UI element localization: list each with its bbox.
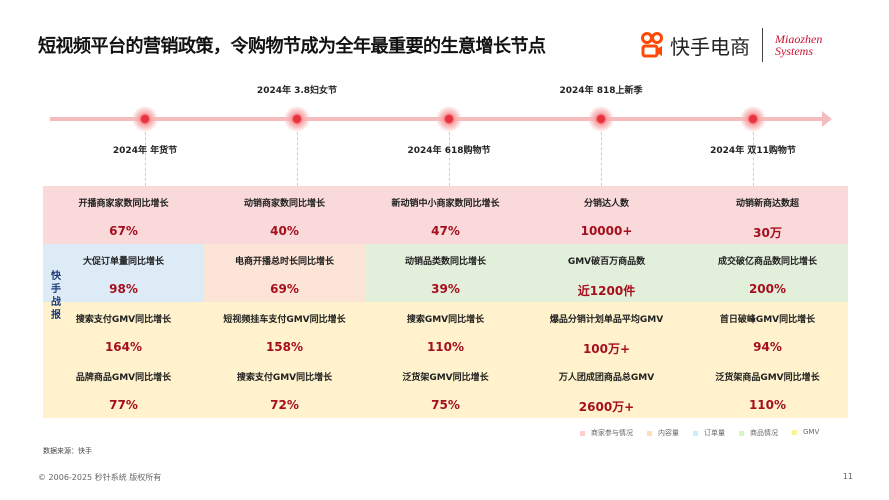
legend-swatch — [792, 429, 797, 435]
stat-cell: 万人团成团商品总GMV 2600万+ — [526, 360, 687, 418]
legend-swatch — [693, 430, 698, 436]
legend-item: 订单量 — [693, 428, 725, 438]
kuaishou-logo-icon — [641, 32, 663, 58]
stat-value: 94% — [753, 340, 782, 354]
stat-cell: 新动销中小商家数同比增长 47% — [365, 186, 526, 244]
stat-value: 158% — [265, 340, 304, 354]
stat-value: 200% — [748, 282, 787, 296]
stat-value: 69% — [270, 282, 299, 296]
timeline-connector — [753, 132, 754, 186]
stat-cell: 爆品分销计划单品平均GMV 100万+ — [526, 302, 687, 360]
stat-label: 爆品分销计划单品平均GMV — [549, 315, 664, 325]
timeline-dot — [284, 106, 310, 132]
timeline-dot — [132, 106, 158, 132]
timeline-connector — [145, 132, 146, 186]
stat-cell: 电商开播总时长同比增长 69% — [204, 244, 365, 302]
stat-label: 大促订单量同比增长 — [82, 257, 164, 267]
legend-item: 商家参与情况 — [580, 428, 633, 438]
stat-value: 110% — [748, 398, 787, 412]
stat-value: 39% — [431, 282, 460, 296]
legend-item: 商品情况 — [739, 428, 778, 438]
stat-label: 泛货架GMV同比增长 — [402, 373, 489, 383]
timeline-label: 2024年 818上新季 — [559, 86, 643, 96]
stat-label: 万人团成团商品总GMV — [558, 373, 655, 383]
stat-value: 40% — [270, 224, 299, 238]
stat-value: 110% — [426, 340, 465, 354]
stat-value: 72% — [270, 398, 299, 412]
stat-value: 75% — [431, 398, 460, 412]
stat-label: 短视频挂车支付GMV同比增长 — [223, 315, 346, 325]
stat-value: 10000+ — [580, 224, 633, 238]
stat-value: 77% — [109, 398, 138, 412]
legend-swatch — [647, 430, 652, 436]
stat-cell: 搜索支付GMV同比增长 164% — [43, 302, 204, 360]
stat-cell: 动销品类数同比增长 39% — [365, 244, 526, 302]
stat-value: 98% — [109, 282, 138, 296]
timeline-connector — [449, 132, 450, 186]
stat-label: GMV破百万商品数 — [567, 257, 646, 267]
stat-cell: 动销商家数同比增长 40% — [204, 186, 365, 244]
legend-item: 内容量 — [647, 428, 679, 438]
stat-value: 2600万+ — [578, 400, 635, 414]
stat-label: 搜索GMV同比增长 — [406, 315, 485, 325]
stat-cell: 搜索支付GMV同比增长 72% — [204, 360, 365, 418]
stat-label: 泛货架商品GMV同比增长 — [715, 373, 820, 383]
stat-cell: 开播商家家数同比增长 67% — [43, 186, 204, 244]
stat-value: 100万+ — [582, 342, 631, 356]
stat-label: 成交破亿商品数同比增长 — [717, 257, 817, 267]
stat-cell: 泛货架商品GMV同比增长 110% — [687, 360, 848, 418]
side-label: 快手战报 — [51, 271, 61, 321]
legend: 商家参与情况 内容量 订单量 商品情况 GMV — [580, 428, 819, 438]
stat-label: 开播商家家数同比增长 — [78, 199, 169, 209]
stat-cell: 分销达人数 10000+ — [526, 186, 687, 244]
stat-value: 47% — [431, 224, 460, 238]
stat-label: 动销品类数同比增长 — [404, 257, 486, 267]
stat-label: 动销新商达数超 — [735, 199, 799, 209]
stat-value: 近1200件 — [577, 284, 636, 298]
stat-value: 30万 — [753, 226, 782, 240]
stat-label: 动销商家数同比增长 — [243, 199, 325, 209]
data-source: 数据来源：快手 — [43, 447, 92, 455]
logo-divider — [762, 28, 763, 62]
stat-cell: 泛货架GMV同比增长 75% — [365, 360, 526, 418]
stat-value: 67% — [109, 224, 138, 238]
page-number: 11 — [842, 472, 853, 481]
legend-swatch — [580, 430, 585, 436]
footer-copyright: © 2006-2025 秒针系统 版权所有 — [38, 473, 162, 482]
stat-label: 电商开播总时长同比增长 — [234, 257, 334, 267]
stat-label: 新动销中小商家数同比增长 — [391, 199, 500, 209]
timeline-label: 2024年 618购物节 — [407, 146, 491, 156]
legend-swatch — [739, 430, 744, 436]
stat-label: 搜索支付GMV同比增长 — [75, 315, 172, 325]
timeline-label: 2024年 3.8妇女节 — [256, 86, 338, 96]
timeline-arrow-icon — [822, 111, 832, 127]
stat-label: 搜索支付GMV同比增长 — [236, 373, 333, 383]
stat-cell: 短视频挂车支付GMV同比增长 158% — [204, 302, 365, 360]
kuaishou-logo-text: 快手电商 — [670, 34, 750, 59]
stat-cell: 首日破峰GMV同比增长 94% — [687, 302, 848, 360]
stat-cell: 品牌商品GMV同比增长 77% — [43, 360, 204, 418]
miaozhen-logo: Miaozhen Systems — [775, 32, 823, 58]
stat-cell: 成交破亿商品数同比增长 200% — [687, 244, 848, 302]
stat-label: 分销达人数 — [583, 199, 629, 209]
timeline-label: 2024年 双11购物节 — [710, 146, 796, 156]
stat-cell: 动销新商达数超 30万 — [687, 186, 848, 244]
stat-label: 品牌商品GMV同比增长 — [75, 373, 172, 383]
stat-cell: 大促订单量同比增长 98% — [43, 244, 204, 302]
stat-cell: 搜索GMV同比增长 110% — [365, 302, 526, 360]
stat-label: 首日破峰GMV同比增长 — [719, 315, 816, 325]
timeline-label: 2024年 年货节 — [112, 146, 178, 156]
legend-item: GMV — [792, 428, 819, 438]
logo: 快手电商 Miaozhen Systems — [640, 28, 822, 62]
stats-table: 开播商家家数同比增长 67% 动销商家数同比增长 40% 新动销中小商家数同比增… — [43, 186, 848, 418]
stat-value: 164% — [104, 340, 143, 354]
timeline-dot — [740, 106, 766, 132]
page-title: 短视频平台的营销政策，令购物节成为全年最重要的生意增长节点 — [38, 36, 546, 57]
stat-cell: GMV破百万商品数 近1200件 — [526, 244, 687, 302]
timeline-connector — [297, 132, 298, 186]
timeline-connector — [601, 132, 602, 186]
timeline-dot — [588, 106, 614, 132]
timeline-dot — [436, 106, 462, 132]
